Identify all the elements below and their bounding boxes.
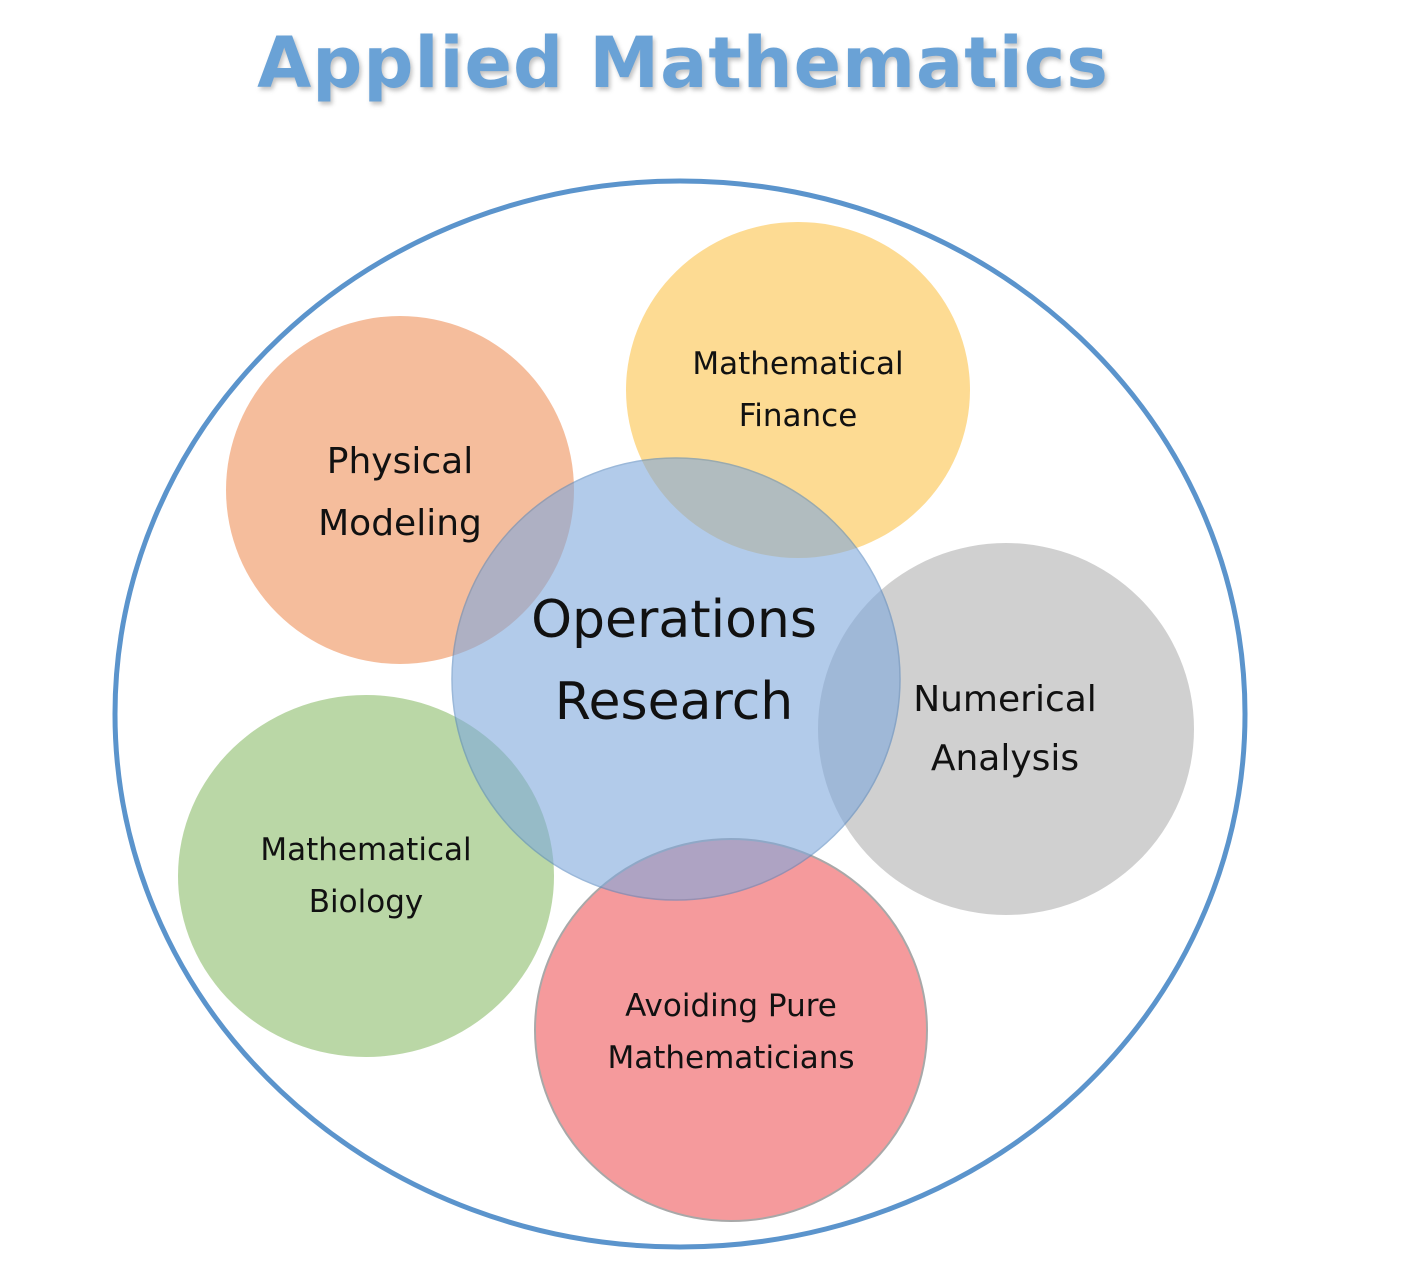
- numerical-analysis-label-line1: Numerical: [913, 679, 1097, 720]
- avoiding-pure-label-line2: Mathematicians: [607, 1040, 854, 1076]
- mathematical-biology-label-line2: Biology: [309, 884, 423, 920]
- operations-research-circle: [451, 457, 901, 901]
- outer-circle: [112, 178, 1248, 1250]
- avoiding-pure-label-line1: Avoiding Pure: [625, 988, 837, 1024]
- physical-modeling-label-line1: Physical: [327, 441, 473, 482]
- mathematical-biology-circle: [178, 695, 554, 1057]
- mathematical-biology-label-line1: Mathematical: [260, 832, 471, 868]
- mathematical-finance-label-line2: Finance: [739, 398, 858, 434]
- physical-modeling-label-line2: Modeling: [318, 503, 482, 544]
- operations-research-label-line1: Operations: [531, 590, 817, 650]
- numerical-analysis-circle: [818, 543, 1194, 915]
- mathematical-finance-label-line1: Mathematical: [692, 346, 903, 382]
- page-title: Applied Mathematics: [257, 22, 1109, 104]
- operations-research-label-line2: Research: [555, 672, 794, 732]
- numerical-analysis-label-line2: Analysis: [931, 738, 1079, 779]
- avoiding-pure-circle: [534, 838, 928, 1222]
